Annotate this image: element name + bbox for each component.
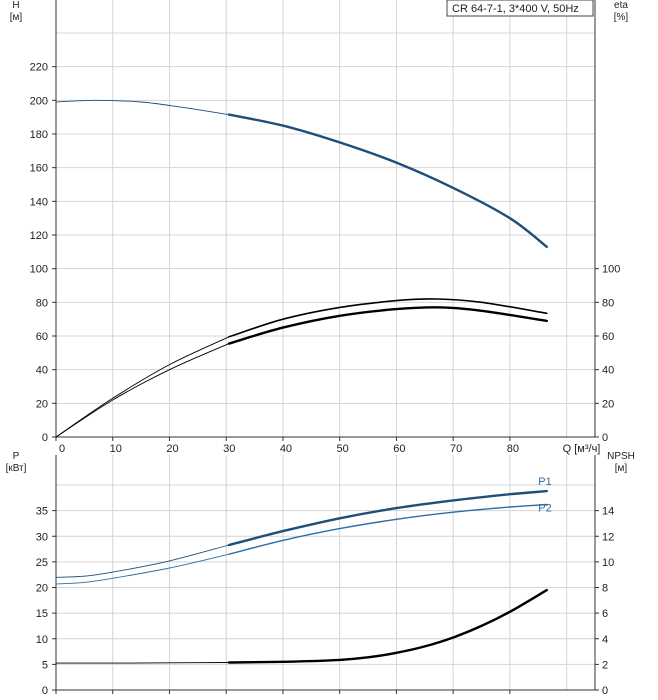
y-right-tick-label: 6	[602, 608, 608, 620]
y-left-tick-label: 0	[42, 685, 48, 697]
x-tick-label: 10	[110, 443, 122, 455]
curve-label-p1: P1	[538, 476, 551, 488]
y-left-tick-label: 10	[36, 634, 48, 646]
x-tick-label: 80	[507, 443, 519, 455]
x-tick-label: 40	[280, 443, 292, 455]
y-right-tick-label: 40	[602, 365, 614, 377]
y-left-tick-label: 15	[36, 608, 48, 620]
y-right-tick-label: 100	[602, 264, 620, 276]
top-text: 0204060801001201401601802002200204060801…	[10, 0, 629, 455]
title-box	[446, 0, 594, 17]
y-right-tick-label: 4	[602, 634, 608, 646]
y-left-tick-label: 80	[36, 297, 48, 309]
y-right-tick-label: 0	[602, 432, 608, 444]
curve-label-p2: P2	[538, 503, 551, 515]
y-left-axis-label: P	[13, 451, 20, 462]
y-left-tick-label: 120	[30, 230, 48, 242]
x-tick-label: 60	[393, 443, 405, 455]
top-panel: 0204060801001201401601802002200204060801…	[10, 0, 629, 455]
y-left-tick-label: 40	[36, 365, 48, 377]
y-left-tick-label: 60	[36, 331, 48, 343]
top-axes	[52, 0, 599, 441]
bottom-panel: 0 5 10 15 20 25 30 35 0 2 4 6 8 10 12 14 P[кВт] NPSH[м] P1…	[6, 451, 635, 697]
series-h_thin	[55, 99, 230, 116]
y-right-tick-label: 2	[602, 659, 608, 671]
y-left-tick-label: 25	[36, 557, 48, 569]
y-left-tick-label: 100	[30, 264, 48, 276]
series-eta1_thick	[228, 298, 548, 338]
y-right-tick-label: 10	[602, 557, 614, 569]
y-right-tick-label: 20	[602, 398, 614, 410]
series-eta1_thin	[55, 336, 230, 438]
bottom-series	[55, 489, 548, 664]
y-left-tick-label: 140	[30, 196, 48, 208]
y-right-tick-label: 80	[602, 297, 614, 309]
y-left-axis-unit: [м]	[10, 12, 23, 23]
y-left-tick-label: 5	[42, 659, 48, 671]
y-left-tick-label: 0	[42, 432, 48, 444]
x-tick-label: 70	[450, 443, 462, 455]
series-npsh_thin	[55, 662, 230, 664]
y-left-tick-label: 180	[30, 129, 48, 141]
y-right-tick-label: 14	[602, 506, 614, 518]
x-tick-label: 0	[59, 443, 65, 455]
y-left-tick-label: 20	[36, 583, 48, 595]
y-right-tick-label: 12	[602, 531, 614, 543]
y-left-axis-label: H	[12, 0, 19, 11]
bottom-text: 0 5 10 15 20 25 30 35 0 2 4 6 8 10 12 14 P[кВт] NPSH[м] P1…	[6, 451, 635, 697]
y-right-tick-label: 8	[602, 583, 608, 595]
series-p2_thin	[55, 553, 230, 585]
y-right-tick-label: 60	[602, 331, 614, 343]
series-npsh_thick	[227, 588, 548, 664]
y-left-tick-label: 200	[30, 95, 48, 107]
series-p2_thick	[228, 503, 548, 555]
top-grid	[56, 0, 595, 437]
x-axis-label: Q [м³/ч]	[563, 443, 601, 455]
x-tick-label: 20	[166, 443, 178, 455]
y-left-tick-label: 30	[36, 531, 48, 543]
x-tick-label: 50	[337, 443, 349, 455]
y-left-tick-label: 220	[30, 62, 48, 74]
series-h_thick	[227, 113, 548, 248]
y-right-axis-label: NPSH	[607, 451, 635, 462]
y-right-tick-label: 0	[602, 685, 608, 697]
y-left-tick-label: 160	[30, 163, 48, 175]
y-left-axis-unit: [кВт]	[6, 463, 27, 474]
series-eta2_thick	[227, 306, 548, 345]
y-left-tick-label: 35	[36, 506, 48, 518]
x-tick-label: 30	[223, 443, 235, 455]
y-right-axis-label: eta	[614, 0, 628, 11]
series-p1_thin	[55, 544, 230, 578]
top-series	[55, 99, 548, 438]
series-p1_thick	[227, 489, 548, 547]
y-right-axis-unit: [%]	[614, 12, 629, 23]
bottom-grid	[56, 455, 595, 690]
bottom-axes	[52, 455, 599, 694]
y-left-tick-label: 20	[36, 398, 48, 410]
y-right-axis-unit: [м]	[615, 463, 628, 474]
series-eta2_thin	[55, 343, 230, 438]
chart-title: CR 64-7-1, 3*400 V, 50Hz	[452, 3, 579, 15]
